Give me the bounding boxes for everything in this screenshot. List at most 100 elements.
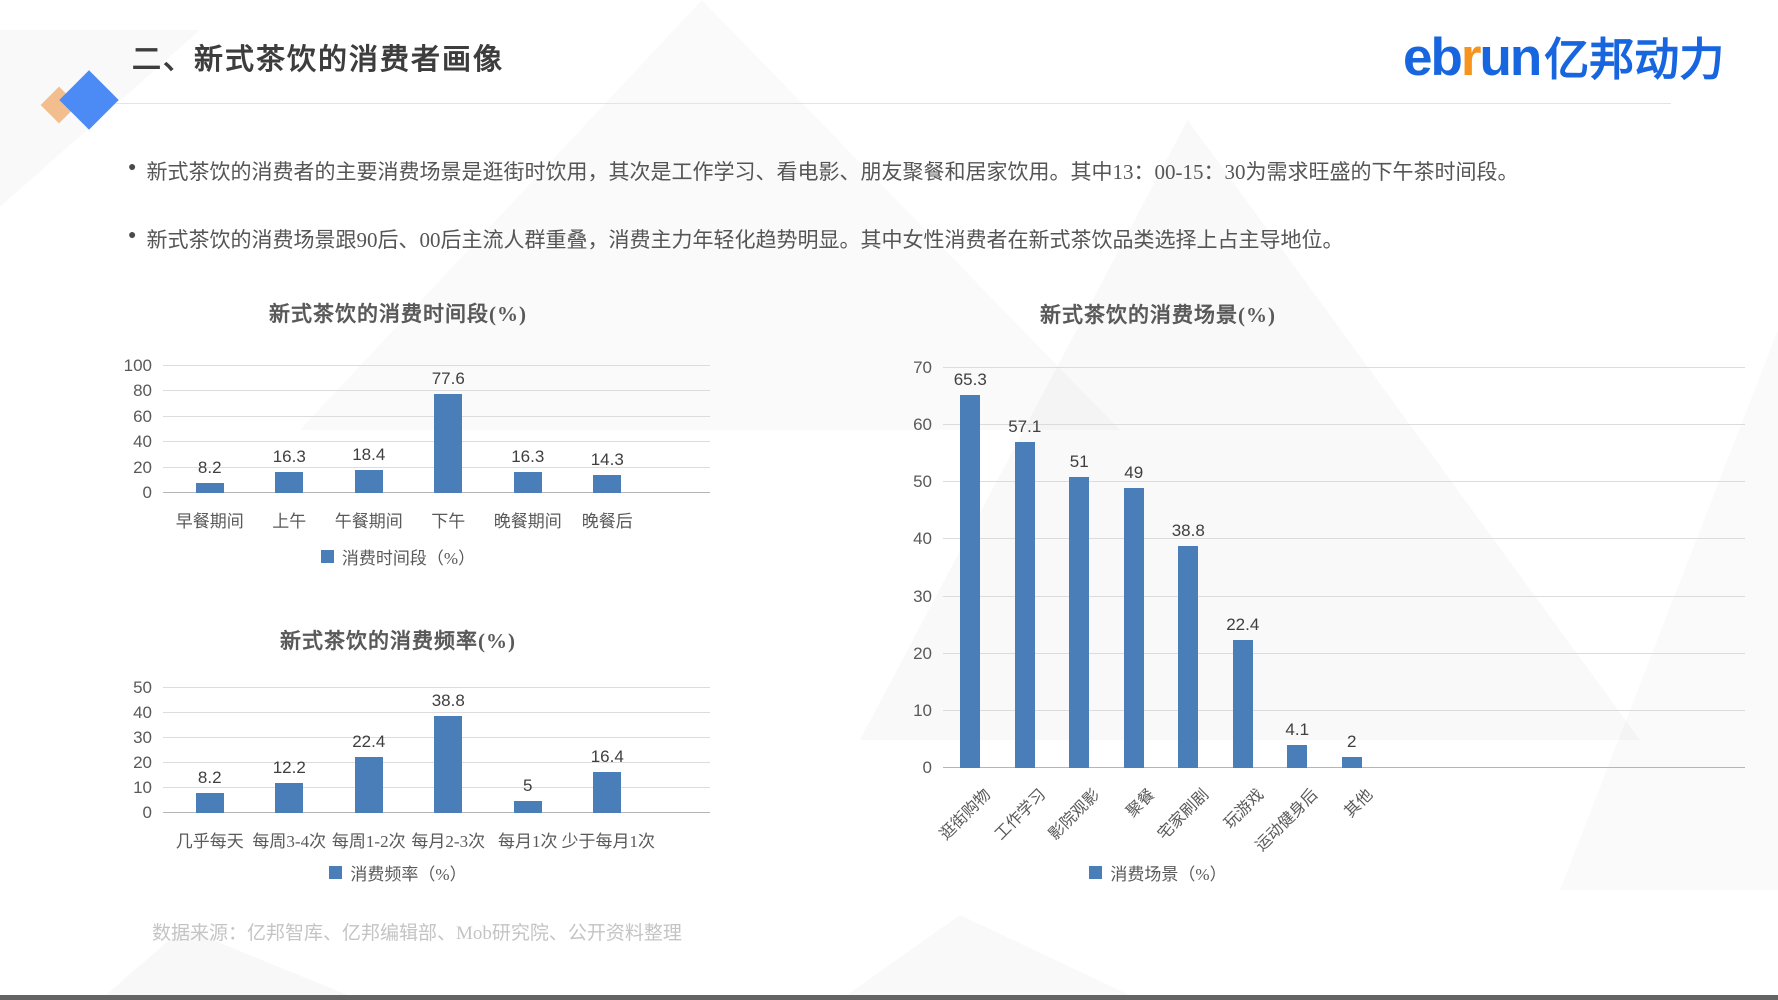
bar <box>593 474 622 493</box>
gridline <box>163 390 710 392</box>
bar <box>434 716 463 813</box>
gridline <box>163 712 710 713</box>
bar <box>513 800 542 813</box>
gridline <box>943 367 1745 368</box>
y-tick-label: 0 <box>922 758 932 777</box>
y-tick-label: 10 <box>913 700 932 720</box>
bar-value-label: 77.6 <box>431 369 465 389</box>
bullet-point-2: ● 新式茶饮的消费场景跟90后、00后主流人群重叠，消费主力年轻化趋势明显。其中… <box>128 224 1588 254</box>
gridline <box>943 652 1745 654</box>
plot-area: 8.2 几乎每天 12.2 每周3-4次 22.4 每周1-2次 38.8 每月2-3次 5 每月… <box>163 687 710 851</box>
bar <box>1123 488 1144 768</box>
y-tick-label: 40 <box>133 703 152 722</box>
background-decoration <box>840 915 1140 1000</box>
bar <box>513 472 542 493</box>
legend-label: 消费频率（%） <box>350 865 467 884</box>
chart-title: 新式茶饮的消费频率(%) <box>280 629 516 653</box>
bar-value-label: 8.2 <box>197 767 222 787</box>
x-category-label: 午餐期间 <box>334 512 403 531</box>
gridline <box>943 424 1745 426</box>
y-tick-label: 0 <box>142 803 152 822</box>
y-tick-label: 20 <box>133 457 152 477</box>
bar-value-label: 16.3 <box>272 447 306 467</box>
bar-value-label: 8.2 <box>197 457 222 477</box>
logo-text-eb: eb <box>1403 28 1463 87</box>
bar-value-label: 49 <box>1124 463 1144 482</box>
gridline <box>943 481 1745 483</box>
bullet-text: 新式茶饮的消费者的主要消费场景是逛街时饮用，其次是工作学习、看电影、朋友聚餐和居… <box>146 160 1519 184</box>
bar-value-label: 51 <box>1069 451 1089 471</box>
x-category-label: 晚餐后 <box>581 512 633 531</box>
diamond-decoration-blue <box>59 70 119 130</box>
bar <box>960 394 981 768</box>
plot-area: 8.2 早餐期间 16.3 上午 18.4 午餐期间 77.6 下午 16.3 晚餐期间 14.3 晚… <box>163 365 710 531</box>
y-tick-label: 20 <box>133 753 152 772</box>
legend-label: 消费时间段（%） <box>341 549 476 568</box>
gridline <box>163 365 710 366</box>
y-tick-label: 30 <box>133 728 152 747</box>
y-axis: 0 10 20 30 40 50 60 70 <box>886 358 932 777</box>
bar <box>1014 441 1035 768</box>
bar-value-label: 57.1 <box>1008 416 1042 436</box>
bar-value-label: 38.8 <box>1171 521 1205 541</box>
bar <box>195 792 224 813</box>
gridline <box>943 709 1745 711</box>
x-category-label: 晚餐期间 <box>493 512 562 531</box>
chart-legend: 消费频率（%） <box>163 860 633 885</box>
plot-area: 65.3 逛街购物 57.1 工作学习 51 影院观影 49 聚餐 38.8 宅家刷剧 22.4 玩游… <box>937 367 1745 855</box>
y-tick-label: 30 <box>913 586 932 606</box>
y-axis: 0 10 20 30 40 50 <box>106 678 152 822</box>
bar-value-label: 12.2 <box>272 757 306 777</box>
gridline <box>943 595 1745 597</box>
logo-text-cn: 亿邦动力 <box>1544 34 1725 85</box>
y-tick-label: 20 <box>913 643 932 663</box>
bar-value-label: 2 <box>1347 731 1357 751</box>
x-category-label: 每月2-3次 <box>411 832 486 851</box>
legend-swatch-icon <box>1089 866 1103 879</box>
bar <box>1341 756 1362 768</box>
x-category-label: 逛街购物 <box>937 786 995 844</box>
bar <box>1069 476 1090 768</box>
bar <box>1232 640 1253 768</box>
x-category-label: 其他 <box>1341 786 1377 821</box>
chart-legend: 消费时间段（%） <box>163 544 633 569</box>
y-tick-label: 50 <box>133 678 152 697</box>
bar-value-label: 16.3 <box>511 447 545 467</box>
bar-value-label: 22.4 <box>1226 615 1260 634</box>
bar <box>354 757 383 813</box>
bar-value-label: 4.1 <box>1285 719 1310 739</box>
legend-label: 消费场景（%） <box>1110 865 1227 884</box>
y-tick-label: 10 <box>133 778 152 797</box>
x-category-label: 少于每月1次 <box>561 832 656 851</box>
bullet-point-1: ● 新式茶饮的消费者的主要消费场景是逛街时饮用，其次是工作学习、看电影、朋友聚餐… <box>128 156 1588 186</box>
logo-text-r: r <box>1460 28 1482 87</box>
bar <box>275 472 304 493</box>
page-title: 二、新式茶饮的消费者画像 <box>132 44 505 76</box>
y-tick-label: 100 <box>123 356 152 375</box>
x-category-label: 聚餐 <box>1123 786 1159 821</box>
bar-value-label: 14.3 <box>590 449 624 469</box>
x-category-label: 影院观影 <box>1046 786 1104 844</box>
bar <box>434 394 463 493</box>
chart-legend: 消费场景（%） <box>943 860 1373 885</box>
logo-text-un: un <box>1479 28 1543 87</box>
bar-value-label: 38.8 <box>431 691 465 710</box>
bar-value-label: 16.4 <box>590 747 624 766</box>
bar <box>593 772 622 813</box>
bar-value-label: 22.4 <box>352 732 386 751</box>
bar <box>354 469 383 493</box>
x-category-label: 上午 <box>272 512 307 531</box>
x-category-label: 下午 <box>431 512 466 531</box>
y-tick-label: 80 <box>133 381 152 401</box>
legend-swatch-icon <box>329 866 343 879</box>
y-tick-label: 60 <box>913 415 932 435</box>
x-category-label: 每周3-4次 <box>252 832 327 851</box>
bar <box>195 482 224 493</box>
bar <box>275 782 304 813</box>
ebrun-logo: ebrun亿邦动力 <box>1403 30 1724 99</box>
y-axis: 0 20 40 60 80 100 <box>106 356 152 502</box>
bullet-dot-icon: ● <box>128 228 137 243</box>
chart-title: 新式茶饮的消费时间段(%) <box>269 302 527 326</box>
x-category-label: 每月1次 <box>498 832 558 851</box>
